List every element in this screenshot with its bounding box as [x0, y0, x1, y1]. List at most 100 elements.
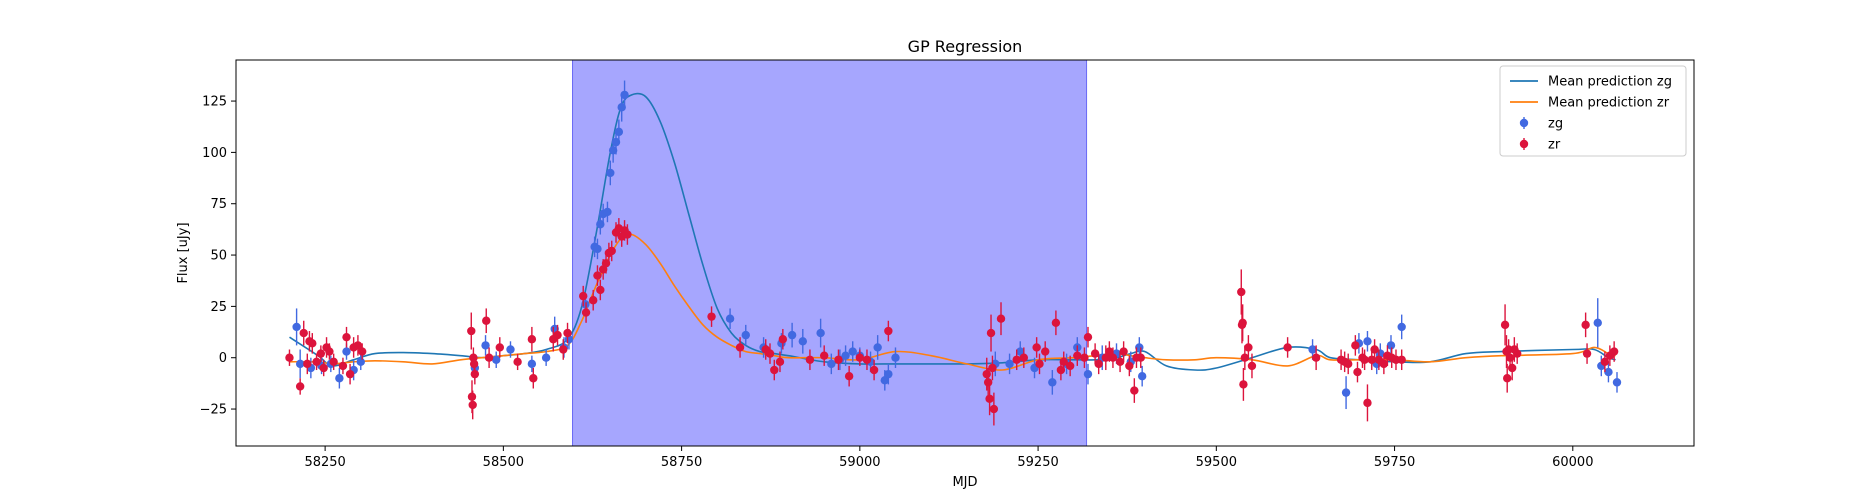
data-point-zr	[1080, 353, 1089, 362]
plot-content	[285, 60, 1622, 446]
data-point-zg	[1005, 359, 1014, 369]
data-point-zr	[1019, 353, 1029, 362]
data-point-zr	[469, 353, 478, 362]
data-point-zr	[1073, 351, 1082, 360]
data-point-zr	[1238, 318, 1247, 328]
data-point-zg	[884, 369, 893, 379]
data-point-zr	[1367, 355, 1376, 364]
data-point-zr	[467, 326, 476, 336]
data-point-zr	[1237, 287, 1246, 297]
data-point-zr	[1370, 345, 1379, 354]
data-point-zr	[1581, 320, 1590, 330]
data-point-zg	[506, 345, 515, 354]
data-point-zr	[623, 230, 632, 239]
data-point-zg	[295, 359, 305, 369]
data-point-zr	[778, 335, 788, 344]
data-point-zr	[1115, 357, 1125, 367]
data-point-zr	[527, 335, 537, 344]
data-point-zg	[1137, 371, 1147, 381]
y-tick-label: 100	[202, 146, 227, 161]
data-point-zr	[805, 355, 815, 364]
data-point-zr	[1083, 332, 1093, 342]
data-point-zr	[607, 246, 616, 256]
data-point-zr	[834, 355, 843, 364]
data-point-zr	[285, 353, 294, 362]
data-point-zg	[292, 322, 301, 332]
data-point-zg	[581, 300, 590, 309]
data-point-zr	[1041, 347, 1050, 356]
legend-label-zg-points: zg	[1548, 117, 1563, 132]
data-point-zr	[1035, 359, 1044, 369]
data-point-zr	[1379, 359, 1389, 369]
data-point-zr	[1119, 347, 1128, 356]
data-point-zr	[996, 314, 1006, 323]
data-point-zr	[1609, 347, 1619, 356]
data-point-zr	[1503, 374, 1512, 383]
y-tick-label: 0	[219, 351, 227, 366]
data-point-zr	[513, 357, 522, 367]
data-point-zg	[891, 353, 900, 362]
data-point-zr	[884, 326, 893, 336]
y-axis: −25 0 25 50 75 100 125	[200, 95, 236, 418]
data-point-zr	[775, 357, 785, 367]
data-point-zg	[1612, 378, 1622, 387]
data-point-zg	[335, 374, 344, 383]
data-point-zr	[1360, 355, 1369, 364]
y-axis-label: Flux [uJy]	[176, 222, 191, 283]
legend-swatch-zr-points	[1519, 139, 1529, 149]
data-point-zr	[1136, 353, 1145, 362]
data-point-zr	[357, 347, 367, 356]
legend: Mean prediction zg Mean prediction zr zg zr	[1499, 65, 1687, 157]
data-point-zr	[470, 369, 480, 379]
data-point-zr	[819, 351, 829, 360]
series-zr	[285, 218, 1619, 426]
highlight-span	[572, 60, 1088, 446]
data-point-zg	[614, 127, 624, 137]
data-point-zr	[345, 369, 355, 379]
data-point-zr	[770, 365, 779, 375]
legend-box	[1499, 65, 1687, 157]
data-point-zr	[1012, 355, 1021, 364]
data-point-zr	[735, 343, 745, 352]
data-point-zr	[299, 328, 308, 338]
data-point-zr	[1125, 361, 1134, 371]
data-point-zr	[983, 378, 993, 387]
data-point-zr	[329, 357, 338, 367]
data-point-zr	[596, 285, 605, 295]
data-point-zr	[869, 365, 879, 375]
data-point-zg	[611, 137, 621, 147]
data-point-zr	[303, 359, 312, 369]
data-point-zg	[593, 244, 602, 254]
data-point-zr	[319, 363, 328, 373]
x-tick-label: 58750	[661, 455, 702, 470]
data-point-zr	[325, 347, 334, 356]
data-point-zg	[606, 168, 615, 178]
data-point-zr	[1051, 318, 1061, 328]
data-point-zg	[1308, 345, 1317, 354]
data-point-zr	[484, 353, 494, 362]
data-point-zg	[356, 357, 365, 367]
data-point-zr	[1239, 380, 1248, 389]
data-point-zr	[1283, 343, 1292, 352]
data-point-zr	[601, 259, 611, 268]
data-point-zr	[982, 369, 991, 379]
data-point-zr	[467, 392, 477, 401]
data-point-zr	[1500, 320, 1510, 330]
data-point-zr	[862, 355, 872, 364]
data-point-zr	[1108, 353, 1118, 362]
x-tick-label: 59500	[1196, 455, 1237, 470]
data-point-zr	[495, 343, 504, 352]
y-tick-label: −25	[200, 403, 227, 418]
data-point-zg	[1016, 347, 1025, 356]
data-point-zr	[312, 357, 321, 367]
data-point-zr	[529, 374, 538, 383]
data-point-zg	[481, 341, 490, 350]
data-point-zg	[1397, 322, 1406, 332]
data-point-zr	[989, 404, 999, 414]
legend-label-zr-points: zr	[1548, 138, 1561, 153]
data-point-zr	[1094, 359, 1103, 369]
data-point-zg	[620, 90, 629, 100]
data-point-zr	[1240, 353, 1250, 362]
data-point-zr	[765, 349, 775, 358]
